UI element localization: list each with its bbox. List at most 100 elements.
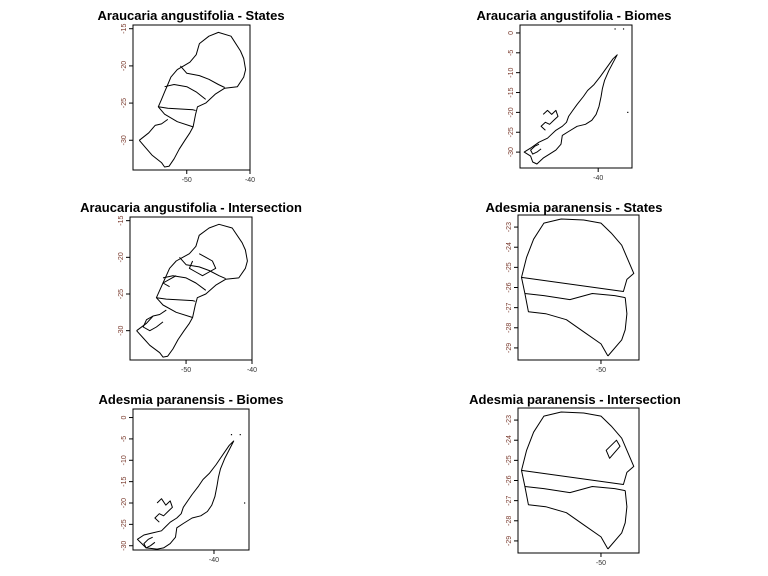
- panel-araucaria-states: Araucaria angustifolia - States -50 -40 -1…: [0, 0, 384, 192]
- y-tick-label: -30: [121, 541, 128, 551]
- plot-frame: [132, 24, 251, 171]
- map-boundary-line: [164, 84, 207, 100]
- map-boundary-line: [188, 253, 217, 277]
- plot-frame: [132, 408, 250, 551]
- map-boundary-line: [607, 297, 628, 357]
- y-tick-label: -30: [118, 326, 125, 336]
- y-tick-label: -27: [506, 495, 513, 505]
- y-tick-label: 0: [121, 415, 128, 419]
- map-point: [614, 28, 616, 30]
- map-boundary-line: [158, 106, 196, 111]
- y-tick-label: -25: [121, 98, 128, 108]
- map-boundary-line: [521, 277, 626, 301]
- y-tick-label: -26: [506, 282, 513, 292]
- y-tick-label: -5: [121, 436, 128, 442]
- y-tick-label: -15: [121, 476, 128, 486]
- y-tick-label: -15: [508, 87, 515, 97]
- panel-adesmia-states: Adesmia paranensis - States -50 -23 -24 -25…: [384, 192, 768, 384]
- map-plot: -40 0 -5 -10 -15 -20 -25 -30: [121, 408, 250, 564]
- map-region-outline: [523, 54, 618, 165]
- map-boundary-line: [162, 275, 177, 288]
- y-tick-label: -26: [506, 475, 513, 485]
- panel-title: Adesmia paranensis - Intersection: [469, 392, 681, 407]
- map-region-outline: [157, 31, 247, 128]
- y-tick-label: -20: [118, 252, 125, 262]
- map-boundary-line: [524, 293, 609, 357]
- plot-frame: [519, 24, 633, 169]
- y-tick-label: -20: [508, 107, 515, 117]
- map-boundary-line: [142, 315, 164, 332]
- map-boundary-line: [530, 143, 542, 155]
- map-boundary-line: [143, 536, 156, 549]
- y-tick-label: -23: [506, 222, 513, 232]
- map-boundary-line: [179, 256, 226, 280]
- map-region-outline: [521, 218, 635, 292]
- panel-title: Araucaria angustifolia - Intersection: [80, 200, 302, 215]
- y-tick-label: 0: [508, 31, 515, 35]
- map-boundary-line: [607, 490, 628, 550]
- y-tick-label: -25: [506, 262, 513, 272]
- x-tick-label: -40: [247, 367, 257, 374]
- map-region-outline: [136, 440, 235, 550]
- map-boundary-line: [138, 118, 169, 141]
- y-tick-label: -24: [506, 435, 513, 445]
- y-tick-label: -29: [506, 536, 513, 546]
- map-plot: -50 -23 -24 -25 -26 -27 -28 -29: [506, 214, 640, 374]
- panel-title: Adesmia paranensis - Biomes: [98, 392, 284, 407]
- x-tick-label: -50: [596, 367, 606, 374]
- map-boundary-line: [162, 275, 207, 291]
- y-tick-label: -25: [121, 519, 128, 529]
- x-tick-label: -50: [182, 177, 192, 184]
- y-tick-label: -10: [121, 455, 128, 465]
- map-point: [230, 434, 233, 436]
- panel-adesmia-biomes: Adesmia paranensis - Biomes -40 0 -5 -10 -15…: [0, 384, 384, 576]
- y-tick-label: -20: [121, 498, 128, 508]
- map-boundary-line: [138, 126, 194, 168]
- panel-araucaria-biomes: Araucaria angustifolia - Biomes -40 0 -5 -1…: [384, 0, 768, 192]
- x-tick-label: -50: [596, 560, 606, 567]
- y-tick-label: -28: [506, 516, 513, 526]
- y-tick-label: -28: [506, 323, 513, 333]
- panel-title: Araucaria angustifolia - States: [97, 8, 285, 23]
- x-tick-label: -40: [245, 177, 255, 184]
- y-tick-label: -15: [118, 216, 125, 226]
- map-region-outline: [605, 439, 621, 459]
- map-boundary-line: [136, 317, 194, 358]
- map-boundary-line: [180, 65, 225, 88]
- x-tick-label: -40: [209, 557, 219, 564]
- map-point: [627, 111, 629, 113]
- y-tick-label: -29: [506, 343, 513, 353]
- y-tick-label: -20: [121, 61, 128, 71]
- map-region-outline: [521, 411, 635, 485]
- map-plot: -50 -40 -15 -20 -25 -30: [121, 24, 255, 184]
- map-boundary-line: [136, 309, 167, 332]
- plot-frame: [517, 407, 640, 554]
- map-point: [622, 28, 625, 30]
- y-tick-label: -10: [508, 68, 515, 78]
- plot-frame: [517, 214, 640, 361]
- map-plot: -50 -40 -15 -20 -25 -30: [118, 216, 257, 374]
- y-tick-label: -30: [121, 135, 128, 145]
- panel-araucaria-intersection: Araucaria angustifolia - Intersection -5…: [0, 192, 384, 384]
- panel-title: Araucaria angustifolia - Biomes: [476, 8, 672, 23]
- y-tick-label: -25: [508, 127, 515, 137]
- plot-frame: [129, 216, 253, 361]
- panel-title: Adesmia paranensis - States: [485, 200, 663, 215]
- map-boundary-line: [524, 486, 609, 550]
- y-tick-label: -5: [508, 50, 515, 56]
- map-plot: -40 0 -5 -10 -15 -20 -25 -30: [508, 24, 633, 182]
- y-tick-label: -30: [508, 147, 515, 157]
- map-boundary-line: [156, 297, 196, 302]
- map-point: [239, 434, 241, 436]
- y-tick-label: -24: [506, 242, 513, 252]
- y-tick-label: -23: [506, 415, 513, 425]
- x-tick-label: -50: [181, 367, 191, 374]
- map-boundary-line: [154, 498, 173, 523]
- panel-adesmia-intersection: Adesmia paranensis - Intersection -50 -23…: [384, 384, 768, 576]
- map-plot: -50 -23 -24 -25 -26 -27 -28 -29: [506, 407, 640, 567]
- map-boundary-line: [540, 109, 559, 131]
- y-tick-label: -25: [118, 289, 125, 299]
- y-tick-label: -15: [121, 24, 128, 34]
- map-point: [244, 502, 246, 504]
- y-tick-label: -25: [506, 455, 513, 465]
